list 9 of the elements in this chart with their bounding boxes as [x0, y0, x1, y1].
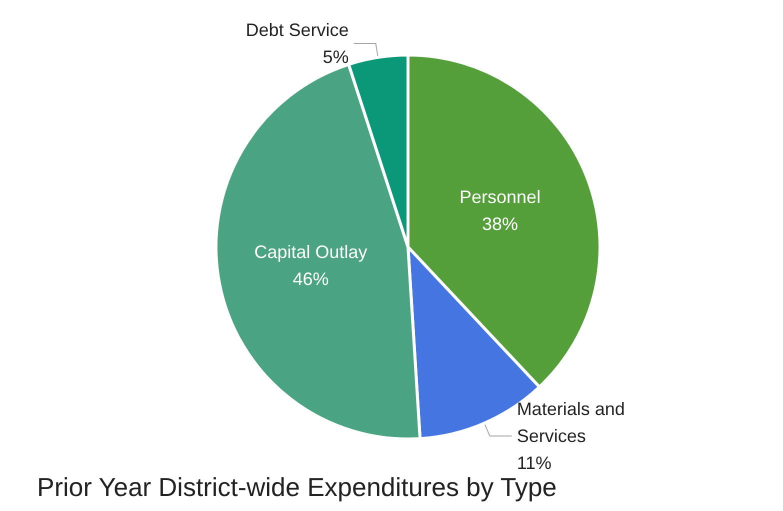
data-label: 11% [516, 453, 552, 474]
data-label: 46% [292, 269, 329, 290]
slice-label: Materials and Services [516, 399, 630, 446]
slice-label: Debt Service [246, 20, 349, 40]
slice-label: Capital Outlay [254, 242, 368, 262]
text: Prior Year District-wide Expenditures by Type [37, 472, 557, 502]
slice-label: Personnel [460, 187, 541, 208]
data-label: 38% [482, 214, 518, 234]
data-label: 5% [322, 47, 349, 68]
